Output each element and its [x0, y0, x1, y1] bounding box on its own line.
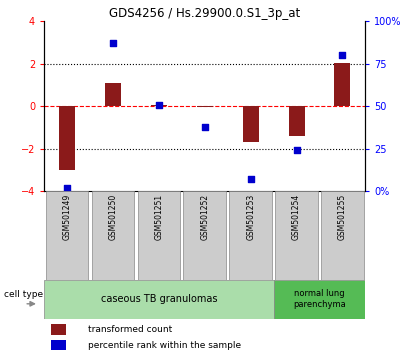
Bar — [44, 280, 273, 319]
Bar — [243, 106, 259, 142]
Bar — [137, 191, 180, 280]
Bar — [59, 106, 75, 170]
Text: GSM501254: GSM501254 — [292, 194, 301, 240]
Text: GSM501251: GSM501251 — [154, 194, 163, 240]
Bar — [275, 191, 318, 280]
Bar — [184, 191, 226, 280]
Text: GSM501253: GSM501253 — [246, 194, 255, 240]
Text: GSM501249: GSM501249 — [63, 194, 71, 240]
Text: GSM501255: GSM501255 — [338, 194, 347, 240]
Bar — [92, 191, 134, 280]
Bar — [289, 106, 304, 136]
Bar — [46, 191, 88, 280]
Text: cell type: cell type — [3, 290, 43, 299]
Text: GSM501252: GSM501252 — [200, 194, 209, 240]
Text: normal lung
parenchyma: normal lung parenchyma — [293, 290, 346, 309]
Point — [202, 124, 208, 130]
Title: GDS4256 / Hs.29900.0.S1_3p_at: GDS4256 / Hs.29900.0.S1_3p_at — [109, 7, 300, 20]
Bar — [321, 191, 364, 280]
Bar — [105, 83, 121, 106]
Text: percentile rank within the sample: percentile rank within the sample — [89, 341, 242, 350]
Point — [247, 176, 254, 182]
Bar — [151, 105, 167, 106]
Bar — [229, 191, 272, 280]
Bar — [334, 63, 350, 106]
Bar — [197, 106, 213, 107]
Text: caseous TB granulomas: caseous TB granulomas — [101, 294, 217, 304]
Text: transformed count: transformed count — [89, 325, 173, 334]
Point — [155, 102, 162, 107]
Bar — [273, 280, 365, 319]
Bar — [52, 324, 66, 335]
Point — [64, 185, 71, 190]
Point — [339, 52, 346, 58]
Point — [110, 40, 116, 46]
Text: GSM501250: GSM501250 — [108, 194, 118, 240]
Point — [293, 148, 300, 153]
Bar — [52, 340, 66, 350]
